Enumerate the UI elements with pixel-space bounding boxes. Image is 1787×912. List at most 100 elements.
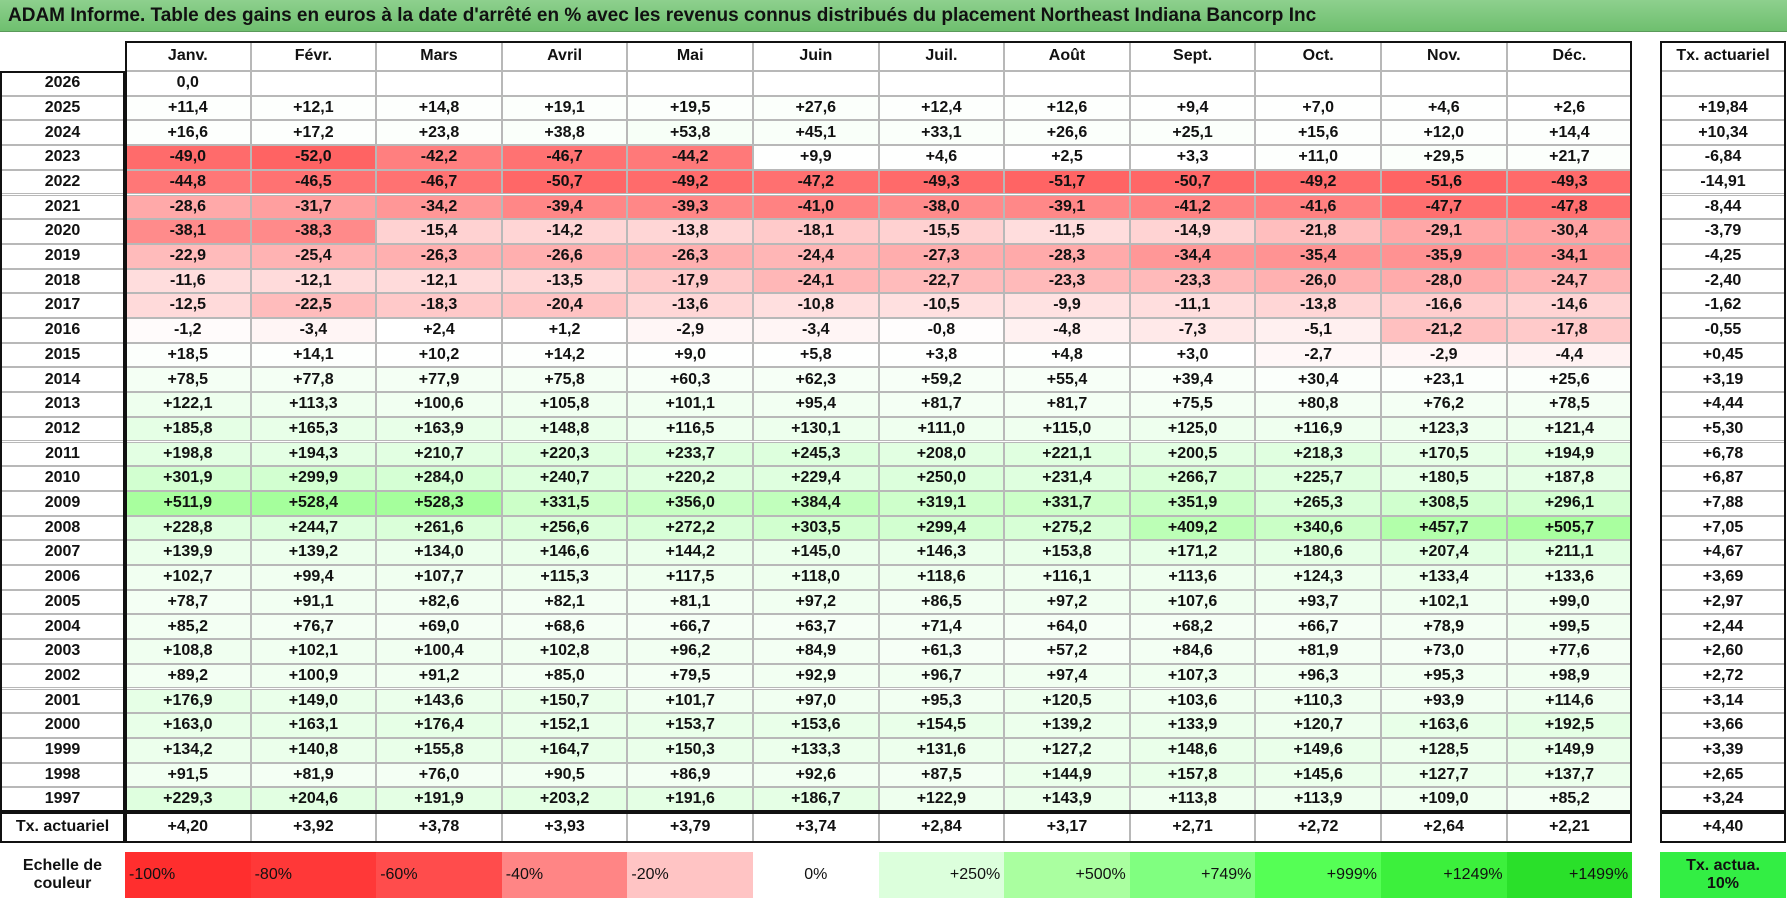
gain-cell: -34,4 [1129,243,1256,269]
gain-cell: +68,6 [501,614,628,640]
gain-cell [1004,71,1130,96]
gain-cell: +130,1 [753,416,879,442]
gain-cell: -26,0 [1255,268,1381,294]
gain-cell: -28,6 [125,194,251,220]
gain-cell: +116,1 [1004,565,1130,590]
gain-cell: +96,2 [627,639,753,664]
gain-cell: +528,3 [376,490,502,516]
gain-cell: +111,0 [878,416,1005,442]
gain-cell: +140,8 [250,737,377,763]
gain-cell: +240,7 [501,466,628,491]
gain-cell: +231,4 [1004,466,1130,491]
gain-cell: -44,8 [125,169,251,195]
gain-cell: -11,1 [1129,293,1256,318]
gain-cell: +150,7 [501,688,628,714]
gain-cell: +109,0 [1381,787,1507,812]
gain-cell: +4,6 [1381,95,1507,121]
gain-cell: +127,2 [1004,737,1130,763]
gain-cell: +100,6 [376,392,502,417]
scale-label: Echelle de couleur [0,852,125,898]
gain-cell: -47,7 [1381,194,1507,220]
gain-cell: +331,7 [1004,490,1130,516]
gain-cell: +27,6 [753,95,879,121]
gain-cell: +25,6 [1506,367,1633,393]
year-label: 1999 [0,737,125,763]
year-label: 2021 [0,194,125,220]
gain-cell: -49,3 [878,169,1005,195]
tx-cell: +4,44 [1660,392,1786,417]
gain-cell: +145,0 [753,540,879,565]
gain-cell: -52,0 [250,145,377,170]
gain-cell: +29,5 [1381,145,1507,170]
gain-cell [250,71,377,96]
gain-cell: +154,5 [878,713,1005,738]
gain-cell: +2,5 [1004,145,1130,170]
year-label: 2012 [0,416,125,442]
gain-cell: +284,0 [376,466,502,491]
gain-cell: +69,0 [376,614,502,640]
gain-cell: -26,3 [376,243,502,269]
gain-cell: +21,7 [1506,145,1633,170]
gain-cell: -5,1 [1255,318,1381,343]
gain-cell: +122,9 [878,787,1005,812]
gain-cell: +275,2 [1004,515,1130,541]
gain-cell: +143,9 [1004,787,1130,812]
year-label: 2016 [0,318,125,343]
gain-cell: +76,7 [250,614,377,640]
gain-cell: -18,1 [753,219,879,244]
gain-cell: +115,0 [1004,416,1130,442]
month-header: Janv. [125,41,251,71]
gain-cell: -4,8 [1004,318,1130,343]
gain-cell: +97,2 [753,589,879,615]
year-label: 2017 [0,293,125,318]
gain-cell: 0,0 [125,71,251,96]
gain-cell: +331,5 [501,490,628,516]
gain-cell: +180,6 [1255,540,1381,565]
total-cell: +3,78 [376,812,502,843]
gain-cell: +149,9 [1506,737,1633,763]
gain-cell: -41,2 [1129,194,1256,220]
gain-cell: +87,5 [878,762,1005,788]
gain-cell [753,71,879,96]
tx-cell: -0,55 [1660,318,1786,343]
gain-cell: +150,3 [627,737,753,763]
tx-cell: +3,39 [1660,737,1786,763]
gain-cell: +356,0 [627,490,753,516]
gain-cell: -23,3 [1004,268,1130,294]
total-cell: +3,92 [250,812,377,843]
gain-cell: +228,8 [125,515,251,541]
gain-cell: +103,6 [1129,688,1256,714]
gain-cell: -16,6 [1381,293,1507,318]
tx-cell: +7,88 [1660,490,1786,516]
tx-cell: +5,30 [1660,416,1786,442]
gain-cell: +64,0 [1004,614,1130,640]
gain-cell: +55,4 [1004,367,1130,393]
gain-cell [1506,71,1633,96]
gain-cell: +265,3 [1255,490,1381,516]
gain-cell: +266,7 [1129,466,1256,491]
gain-cell: +139,9 [125,540,251,565]
gain-cell: -49,2 [627,169,753,195]
tx-cell: +2,44 [1660,614,1786,640]
gain-cell: -28,3 [1004,243,1130,269]
year-label: 2019 [0,243,125,269]
gain-cell: -13,6 [627,293,753,318]
gain-cell: +134,2 [125,737,251,763]
gain-cell: -38,3 [250,219,377,244]
total-cell: +3,74 [753,812,879,843]
gain-cell: +125,0 [1129,416,1256,442]
gain-cell: -50,7 [1129,169,1256,195]
gain-cell: +272,2 [627,515,753,541]
gain-cell: +30,4 [1255,367,1381,393]
gain-cell: +73,0 [1381,639,1507,664]
gain-cell: +176,4 [376,713,502,738]
tx-cell: -6,84 [1660,145,1786,170]
gain-cell: -13,8 [1255,293,1381,318]
gain-cell [1255,71,1381,96]
gain-cell: -41,6 [1255,194,1381,220]
year-label: 2004 [0,614,125,640]
gain-cell: +82,1 [501,589,628,615]
gain-cell: +60,3 [627,367,753,393]
scale-stop: -60% [376,852,502,898]
gain-cell: -41,0 [753,194,879,220]
